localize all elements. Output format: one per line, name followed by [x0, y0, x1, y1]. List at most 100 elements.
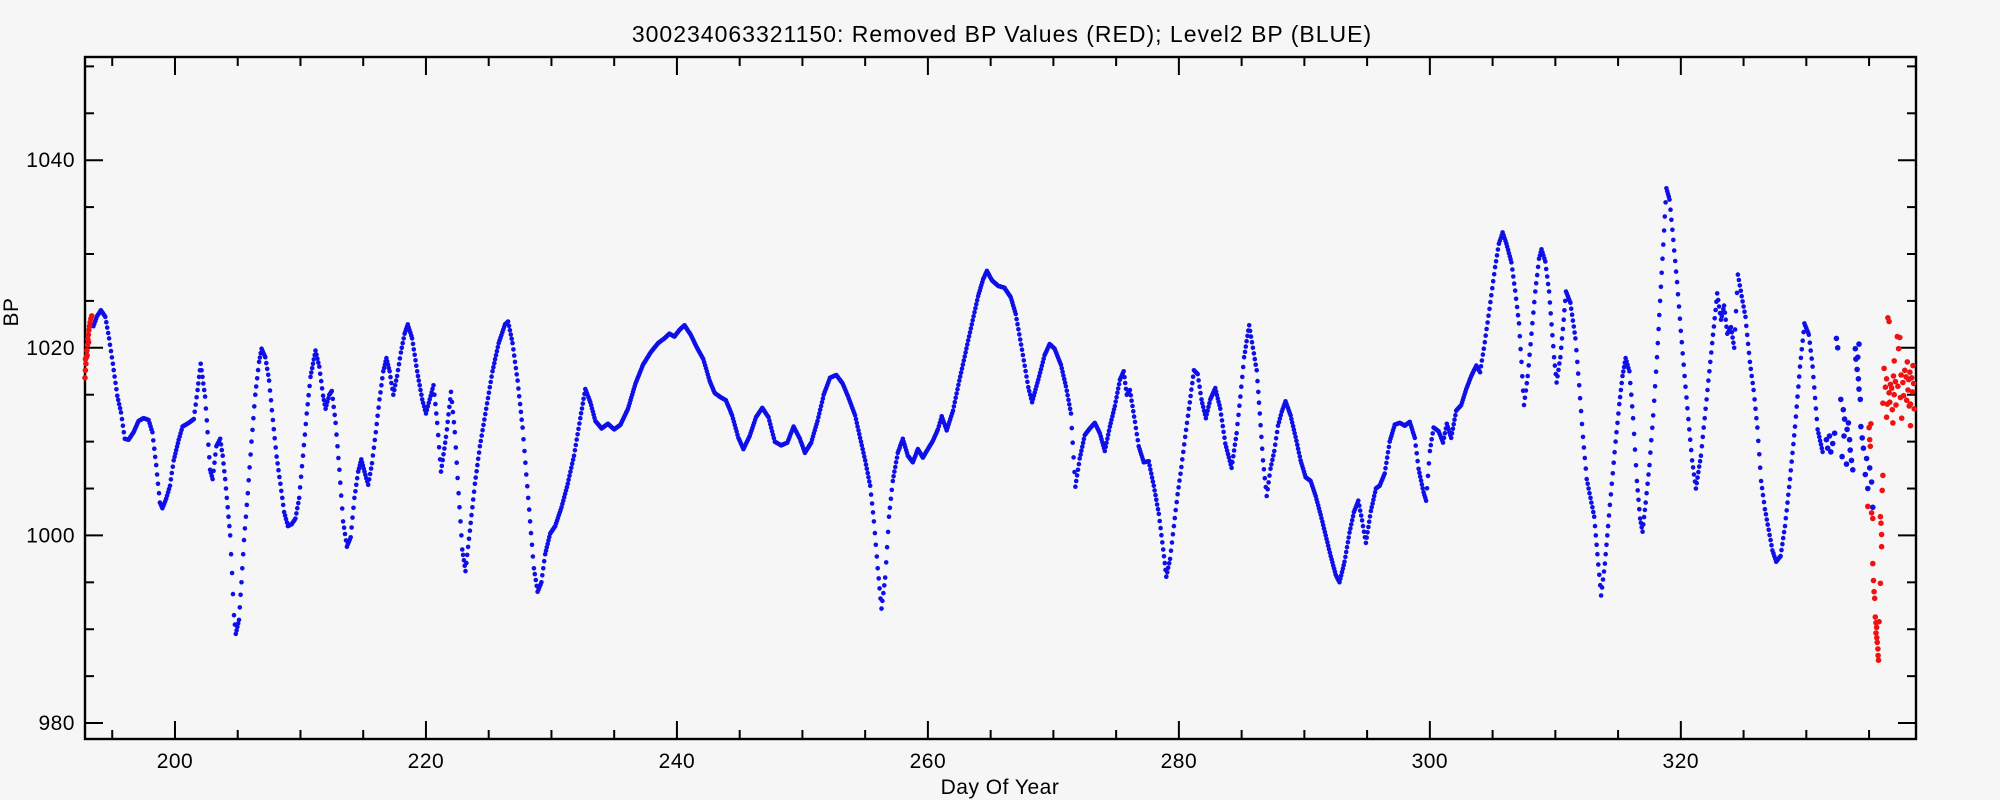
- x-tick-label: 320: [1663, 750, 1700, 773]
- series-level2-bp-scattered-tail-: [1823, 335, 1876, 511]
- x-tick-label: 300: [1412, 750, 1449, 773]
- data-point: [1886, 390, 1892, 396]
- data-point: [1862, 471, 1869, 478]
- data-point: [1873, 624, 1880, 631]
- x-tick-label: 280: [1161, 750, 1198, 773]
- data-point: [1876, 618, 1882, 625]
- data-point: [1868, 510, 1875, 516]
- data-point: [83, 361, 89, 367]
- data-point: [1875, 646, 1881, 652]
- data-point: [1872, 614, 1879, 620]
- data-point: [1844, 426, 1850, 433]
- data-point: [1839, 453, 1845, 460]
- data-point: [1841, 416, 1848, 422]
- series-level2-bp-dense-curve-: [91, 186, 1825, 637]
- data-point: [1860, 445, 1867, 452]
- data-point: [1866, 436, 1873, 443]
- data-point: [1870, 515, 1876, 522]
- data-series-layer: [82, 186, 1917, 663]
- data-point: [1908, 375, 1915, 381]
- data-point: [1898, 415, 1905, 422]
- data-point: [1855, 376, 1862, 382]
- data-point: [1831, 430, 1838, 437]
- data-point: [1878, 531, 1885, 538]
- data-point: [1856, 386, 1862, 392]
- data-point: [1834, 345, 1841, 351]
- data-point: [1829, 440, 1836, 447]
- data-point: [1843, 461, 1850, 467]
- data-point: [1841, 433, 1847, 439]
- data-point: [1911, 406, 1917, 412]
- data-point: [1891, 358, 1897, 364]
- x-tick-label: 240: [659, 750, 696, 773]
- data-point: [1868, 421, 1874, 427]
- data-point: [1883, 376, 1890, 382]
- x-tick-label: 220: [408, 750, 445, 773]
- data-point: [89, 313, 95, 319]
- y-tick-label: 1020: [26, 337, 75, 360]
- data-point: [1848, 457, 1855, 464]
- data-point: [1859, 435, 1865, 441]
- axes-ticks: 200 220 240 260 280 300 320 980 1000 1020 1040: [26, 57, 1916, 773]
- data-point: [84, 347, 90, 354]
- x-tick-label: 200: [157, 750, 194, 773]
- data-point: [1907, 401, 1914, 407]
- data-point: [1823, 436, 1830, 443]
- data-point: [1873, 630, 1879, 636]
- plot-area-border: [83, 55, 1918, 741]
- data-point: [1852, 345, 1859, 352]
- x-axis-label: Day Of Year: [941, 776, 1060, 799]
- data-point: [1847, 447, 1853, 453]
- data-point: [1891, 391, 1897, 398]
- data-point: [1890, 373, 1897, 379]
- chart-title: 300234063321150: Removed BP Values (RED)…: [632, 21, 1372, 47]
- data-point: [1838, 396, 1844, 403]
- data-point: [1840, 406, 1847, 413]
- data-point: [1870, 504, 1876, 511]
- data-point: [1880, 400, 1886, 407]
- data-point: [1870, 560, 1876, 567]
- data-point: [1902, 367, 1908, 374]
- data-point: [1888, 385, 1895, 391]
- data-point: [1845, 420, 1852, 426]
- data-point: [1877, 513, 1884, 520]
- data-point: [1850, 467, 1856, 473]
- data-point: [1846, 436, 1853, 443]
- data-point: [1867, 443, 1874, 450]
- data-point: [1878, 520, 1884, 526]
- data-point: [1909, 389, 1916, 395]
- data-point: [1858, 423, 1864, 430]
- data-point: [1824, 445, 1831, 452]
- data-point: [1895, 345, 1902, 352]
- data-point: [1826, 433, 1833, 439]
- data-point: [1903, 397, 1910, 404]
- data-point: [85, 339, 92, 346]
- data-point: [1900, 379, 1906, 386]
- data-point: [1866, 465, 1873, 471]
- data-point: [1828, 449, 1834, 455]
- data-point: [1897, 334, 1903, 341]
- data-point: [1870, 577, 1877, 584]
- data-point: [1865, 485, 1871, 492]
- data-point: [84, 352, 90, 359]
- data-point: [1874, 634, 1880, 641]
- data-point: [1893, 402, 1899, 408]
- data-point: [1880, 472, 1886, 479]
- data-point: [1883, 414, 1890, 421]
- data-point: [1833, 335, 1840, 342]
- data-point: [1904, 359, 1911, 365]
- data-point: [1887, 399, 1893, 406]
- data-point: [1857, 396, 1864, 403]
- data-point: [1875, 657, 1882, 663]
- data-point: [1871, 595, 1878, 602]
- data-point: [1886, 318, 1892, 325]
- data-point: [1898, 372, 1904, 378]
- data-point: [1863, 455, 1870, 462]
- data-point: [1910, 362, 1916, 369]
- data-point: [1910, 380, 1917, 387]
- data-point: [1865, 503, 1871, 510]
- series-removed-bp-end-: [1865, 315, 1917, 663]
- data-point: [1878, 543, 1885, 550]
- data-point: [1871, 588, 1877, 595]
